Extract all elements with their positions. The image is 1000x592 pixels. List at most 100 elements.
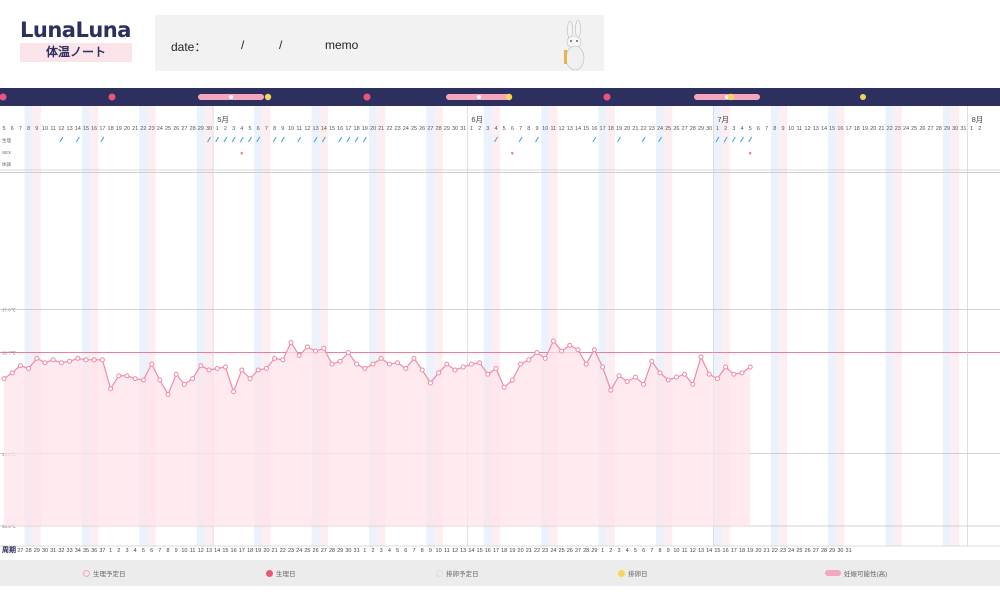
legend-period-day: 生理日: [266, 568, 296, 578]
date-label: 24: [403, 126, 409, 132]
date-label: 26: [919, 126, 925, 132]
date-label: 2: [978, 126, 981, 132]
weekend-band: [90, 106, 99, 546]
date-label: 19: [862, 126, 868, 132]
cycle-day-label: 36: [91, 548, 97, 554]
cycle-day-label: 22: [280, 548, 286, 554]
date-label: 7: [519, 126, 522, 132]
memo-date-slash: /: [241, 38, 245, 52]
temperature-point: [444, 361, 450, 367]
cycle-day-label: 21: [526, 548, 532, 554]
period-check-mark: [658, 136, 662, 143]
temperature-point: [214, 365, 220, 371]
temperature-point: [673, 374, 679, 380]
row-label: SEX: [2, 150, 11, 155]
date-label: 27: [682, 126, 688, 132]
legend-label: 生理予定日: [93, 571, 126, 578]
temperature-point: [58, 360, 64, 366]
date-label: 26: [673, 126, 679, 132]
temperature-point: [411, 355, 417, 361]
weekend-band: [713, 106, 722, 546]
period-check-mark: [272, 136, 277, 143]
cycle-day-label: 3: [125, 548, 128, 554]
weekend-band: [778, 106, 788, 546]
date-label: 25: [665, 126, 671, 132]
date-label: 5: [749, 126, 752, 132]
temperature-point: [509, 377, 515, 383]
period-check-mark: [59, 136, 64, 143]
cycle-day-label: 12: [452, 548, 458, 554]
legend-ovulation-predicted: 排卵予定日: [436, 568, 479, 578]
period-check-mark: [592, 136, 597, 143]
date-label: 18: [854, 126, 860, 132]
temperature-point: [362, 365, 368, 371]
cycle-day-label: 18: [501, 548, 507, 554]
date-label: 14: [321, 126, 327, 132]
cycle-day-label: 28: [329, 548, 335, 554]
heart-icon: ♥: [749, 151, 752, 157]
temperature-point: [140, 377, 146, 383]
temperature-point: [706, 371, 712, 377]
date-label: 26: [419, 126, 425, 132]
temperature-point: [723, 364, 729, 370]
date-label: 9: [281, 126, 284, 132]
ovulation-predicted-icon: [229, 95, 233, 99]
period-check-mark: [535, 136, 539, 143]
memo-panel: date： / / memo: [155, 15, 604, 71]
moon-icon: [860, 94, 866, 100]
date-label: 14: [75, 126, 81, 132]
weekend-band: [664, 106, 673, 546]
legend-period-predicted: 生理予定日: [83, 568, 126, 578]
period-check-mark: [321, 136, 326, 143]
temperature-point: [714, 376, 720, 382]
date-label: 22: [140, 126, 146, 132]
period-check-mark: [362, 136, 367, 143]
date-label: 30: [952, 126, 958, 132]
temperature-point: [9, 370, 15, 376]
legend-label: 排卵予定日: [446, 571, 479, 578]
date-label: 15: [329, 126, 335, 132]
cycle-day-label: 33: [67, 548, 73, 554]
weekend-band: [606, 106, 615, 546]
temperature-point: [263, 365, 269, 371]
temperature-point: [682, 371, 688, 377]
date-label: 10: [542, 126, 548, 132]
date-label: 7: [19, 126, 22, 132]
cycle-day-label: 31: [354, 548, 360, 554]
temperature-point: [460, 364, 466, 370]
cycle-day-label: 24: [788, 548, 794, 554]
temperature-chart: 5月 6月 7月 8月 5 6 7 8 9 10 11 12 13 14 15 16 17 18 19 20 21 22…: [0, 88, 1000, 554]
ovulation-day-icon: [727, 93, 735, 101]
cycle-day-label: 5: [142, 548, 145, 554]
cycle-day-label: 20: [263, 548, 269, 554]
date-label: 31: [960, 126, 966, 132]
temperature-point: [485, 371, 491, 377]
date-label: 25: [411, 126, 417, 132]
date-label: 27: [928, 126, 934, 132]
weekend-band: [721, 106, 730, 546]
cycle-day-label: 12: [690, 548, 696, 554]
date-label: 29: [198, 126, 204, 132]
cycle-day-label: 22: [534, 548, 540, 554]
temperature-point: [34, 355, 40, 361]
cycle-day-label: 26: [567, 548, 573, 554]
period-check-mark: [494, 136, 498, 143]
date-label: 26: [173, 126, 179, 132]
date-label: 8: [773, 126, 776, 132]
cycle-day-label: 23: [288, 548, 294, 554]
fertile-window-icon: [825, 570, 841, 576]
period-check-mark: [100, 136, 105, 143]
date-label: 12: [559, 126, 565, 132]
weekend-band: [434, 106, 443, 546]
temperature-point: [354, 361, 360, 367]
date-label: 3: [232, 126, 235, 132]
date-label: 14: [821, 126, 827, 132]
logo: LunaLuna 体温ノート: [20, 18, 136, 64]
date-label: 9: [535, 126, 538, 132]
period-check-mark: [239, 136, 244, 143]
heart-icon: ♥: [511, 151, 514, 157]
cycle-day-label: 23: [780, 548, 786, 554]
cycle-day-label: 24: [550, 548, 556, 554]
month-label: 5月: [217, 115, 229, 124]
temperature-area: [4, 341, 751, 526]
